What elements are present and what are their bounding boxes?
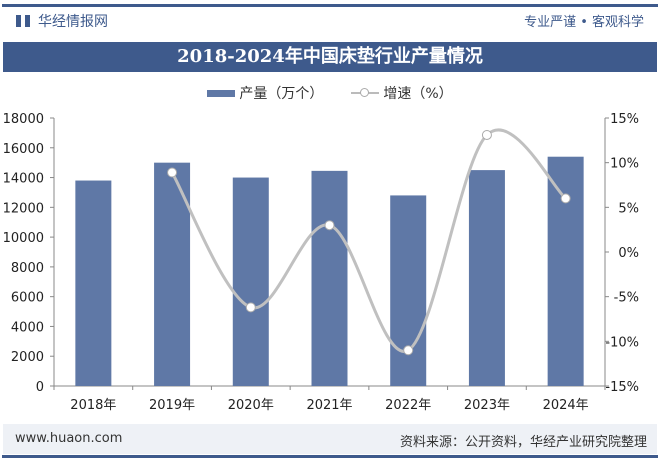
right-tick-label: -10% (605, 335, 639, 350)
brand: 华经情报网 (16, 11, 108, 31)
left-tick-label: 6000 (11, 291, 44, 306)
left-tick-label: 10000 (3, 231, 44, 246)
brand-logo-icon (16, 15, 30, 27)
left-tick-label: 14000 (3, 172, 44, 187)
legend-line-swatch (351, 88, 380, 97)
x-tick-label: 2021年 (306, 398, 352, 413)
top-rule (2, 4, 658, 7)
bar-2022年 (390, 195, 427, 386)
left-tick-label: 12000 (3, 201, 44, 216)
x-tick-label: 2024年 (543, 398, 589, 413)
x-tick-label: 2020年 (228, 398, 274, 413)
growth-point-2021年 (324, 220, 335, 231)
legend-bar-label: 产量（万个） (239, 86, 324, 102)
legend: 产量（万个） 增速（%） (0, 83, 660, 103)
legend-bar-swatch (207, 89, 236, 97)
brand-name: 华经情报网 (38, 14, 108, 30)
legend-line-label: 增速（%） (383, 86, 453, 102)
left-tick-label: 8000 (11, 261, 44, 276)
growth-point-2022年 (403, 345, 414, 356)
chart-title: 2018-2024年中国床垫行业产量情况 (3, 42, 657, 72)
right-tick-label: 5% (618, 201, 639, 216)
x-tick-label: 2022年 (385, 398, 431, 413)
growth-line (170, 128, 567, 353)
site-url: www.huaon.com (15, 431, 123, 446)
bar-2018年 (75, 180, 112, 386)
left-tick-label: 16000 (3, 142, 44, 157)
footer: www.huaon.com 资料来源：公开资料，华经产业研究院整理 (3, 424, 657, 454)
x-tick-label: 2019年 (149, 398, 195, 413)
right-tick-label: -15% (605, 380, 639, 395)
growth-point-2023年 (481, 129, 492, 140)
left-tick-label: 0 (36, 380, 44, 395)
left-tick-label: 18000 (3, 112, 44, 127)
slogan: 专业严谨 • 客观科学 (524, 15, 644, 30)
left-tick-label: 4000 (11, 320, 44, 335)
right-tick-label: -5% (614, 291, 639, 306)
right-tick-label: 10% (610, 157, 639, 172)
bar-2023年 (468, 170, 505, 386)
bar-2024年 (547, 156, 584, 386)
x-tick-label: 2018年 (70, 398, 116, 413)
right-tick-label: 15% (610, 112, 639, 127)
bar-2021年 (311, 170, 348, 386)
left-tick-label: 2000 (11, 350, 44, 365)
x-tick-label: 2023年 (464, 398, 510, 413)
bar-2020年 (232, 177, 269, 386)
bottom-rule (2, 455, 658, 458)
source-note: 资料来源：公开资料，华经产业研究院整理 (399, 435, 647, 450)
right-tick-label: 0% (618, 246, 639, 261)
growth-point-2019年 (167, 167, 178, 178)
growth-point-2020年 (245, 302, 256, 313)
growth-point-2024年 (560, 193, 571, 204)
